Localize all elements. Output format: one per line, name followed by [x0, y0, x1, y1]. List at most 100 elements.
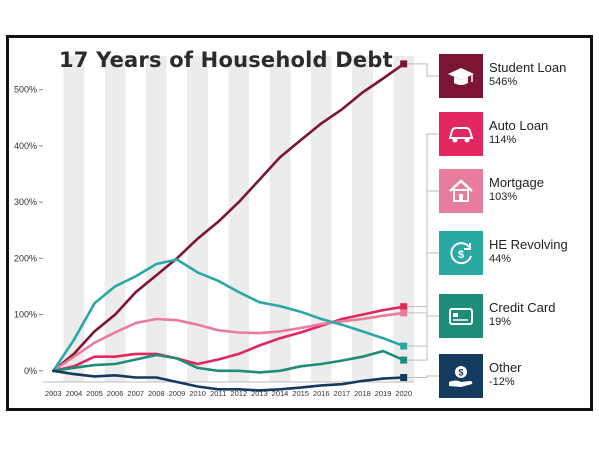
x-tick-label: 2009 [169, 389, 186, 398]
data-point [258, 178, 261, 181]
legend-label: Other [489, 360, 522, 375]
data-point [196, 237, 199, 240]
series-line-other [51, 369, 406, 392]
y-tick-label: 500% [14, 85, 37, 95]
series-end-marker [400, 356, 408, 364]
data-point [217, 358, 219, 361]
grid-band [63, 56, 85, 382]
grid-band [269, 56, 291, 382]
x-tick-label: 2010 [189, 389, 206, 398]
data-point [258, 389, 261, 392]
legend-connector [407, 375, 439, 379]
x-tick-label: 2007 [127, 389, 144, 398]
series-end-marker [400, 60, 408, 68]
data-point [217, 280, 219, 282]
series-line-credit-card [51, 349, 406, 374]
data-point [114, 355, 116, 358]
data-point [155, 354, 158, 356]
data-point [320, 323, 323, 325]
series-end-marker [400, 374, 408, 382]
data-point [258, 332, 261, 334]
data-point [320, 122, 323, 125]
data-point [134, 291, 137, 293]
x-tick-label: 2018 [354, 389, 371, 398]
legend-value: 114% [489, 134, 517, 146]
x-tick-label: 2012 [230, 389, 247, 398]
refresh-dollar-icon: $ [439, 231, 483, 275]
data-point [114, 331, 116, 334]
legend-label: Auto Loan [489, 118, 549, 133]
grid-band [310, 56, 332, 382]
legend-label: Student Loan [489, 60, 567, 75]
data-point [93, 341, 96, 344]
data-point [134, 322, 137, 324]
data-point [382, 337, 384, 339]
data-point [217, 388, 219, 391]
data-point [382, 309, 384, 311]
x-tick-label: 2019 [375, 389, 392, 398]
data-point [299, 365, 302, 368]
data-point [114, 374, 116, 377]
data-point [238, 369, 240, 372]
data-point [93, 375, 96, 378]
y-tick-label: 200% [14, 253, 37, 263]
data-point [361, 318, 364, 320]
data-point [134, 358, 137, 361]
y-tick-label: 300% [14, 197, 37, 207]
x-tick-label: 2017 [334, 389, 351, 398]
data-point [238, 331, 240, 334]
data-point [299, 139, 302, 142]
x-tick-label: 2006 [107, 389, 124, 398]
grid-band [187, 56, 208, 382]
credit-card-icon [439, 294, 483, 338]
data-point [217, 221, 219, 223]
x-tick-label: 2008 [148, 389, 165, 398]
data-point [279, 337, 281, 339]
series-line-auto-loan [51, 305, 406, 373]
data-point [52, 369, 55, 372]
grid-band [228, 56, 250, 382]
legend-label: HE Revolving [489, 237, 568, 252]
data-point [114, 313, 116, 316]
data-point [361, 380, 364, 382]
grid-band [104, 56, 126, 382]
data-point [382, 77, 384, 80]
data-point [279, 388, 281, 391]
grid-band [146, 56, 167, 382]
x-tick-label: 2003 [45, 389, 62, 398]
data-point [361, 91, 364, 94]
grid-band [352, 56, 373, 382]
data-point [93, 364, 96, 366]
data-point [176, 258, 178, 261]
legend-connector [407, 190, 439, 314]
data-point [299, 310, 302, 313]
legend-item: $ HE Revolving 44% [439, 231, 589, 275]
data-point [134, 275, 137, 278]
data-point [361, 355, 364, 358]
data-point [176, 381, 178, 383]
x-tick-label: 2016 [313, 389, 330, 398]
series-end-marker [400, 342, 408, 350]
data-point [382, 350, 384, 352]
x-tick-label: 2013 [251, 389, 268, 398]
legend-value: 546% [489, 76, 518, 88]
data-point [238, 201, 240, 203]
legend-label: Credit Card [489, 300, 556, 315]
data-point [299, 386, 302, 389]
series-line-mortgage [51, 311, 406, 373]
legend-item: Auto Loan 114% [439, 112, 589, 156]
grid-band [393, 56, 414, 382]
data-point [279, 305, 281, 307]
legend-item: Student Loan 546% [439, 54, 589, 98]
data-point [258, 301, 261, 303]
data-point [279, 156, 281, 158]
data-point [196, 363, 199, 365]
data-point [196, 367, 199, 369]
data-point [155, 274, 158, 277]
data-point [258, 371, 261, 374]
svg-text:$: $ [458, 249, 464, 261]
data-point [258, 344, 261, 347]
legend-label: Mortgage [489, 175, 544, 190]
x-tick-label: 2011 [210, 389, 226, 398]
house-icon [439, 169, 483, 213]
